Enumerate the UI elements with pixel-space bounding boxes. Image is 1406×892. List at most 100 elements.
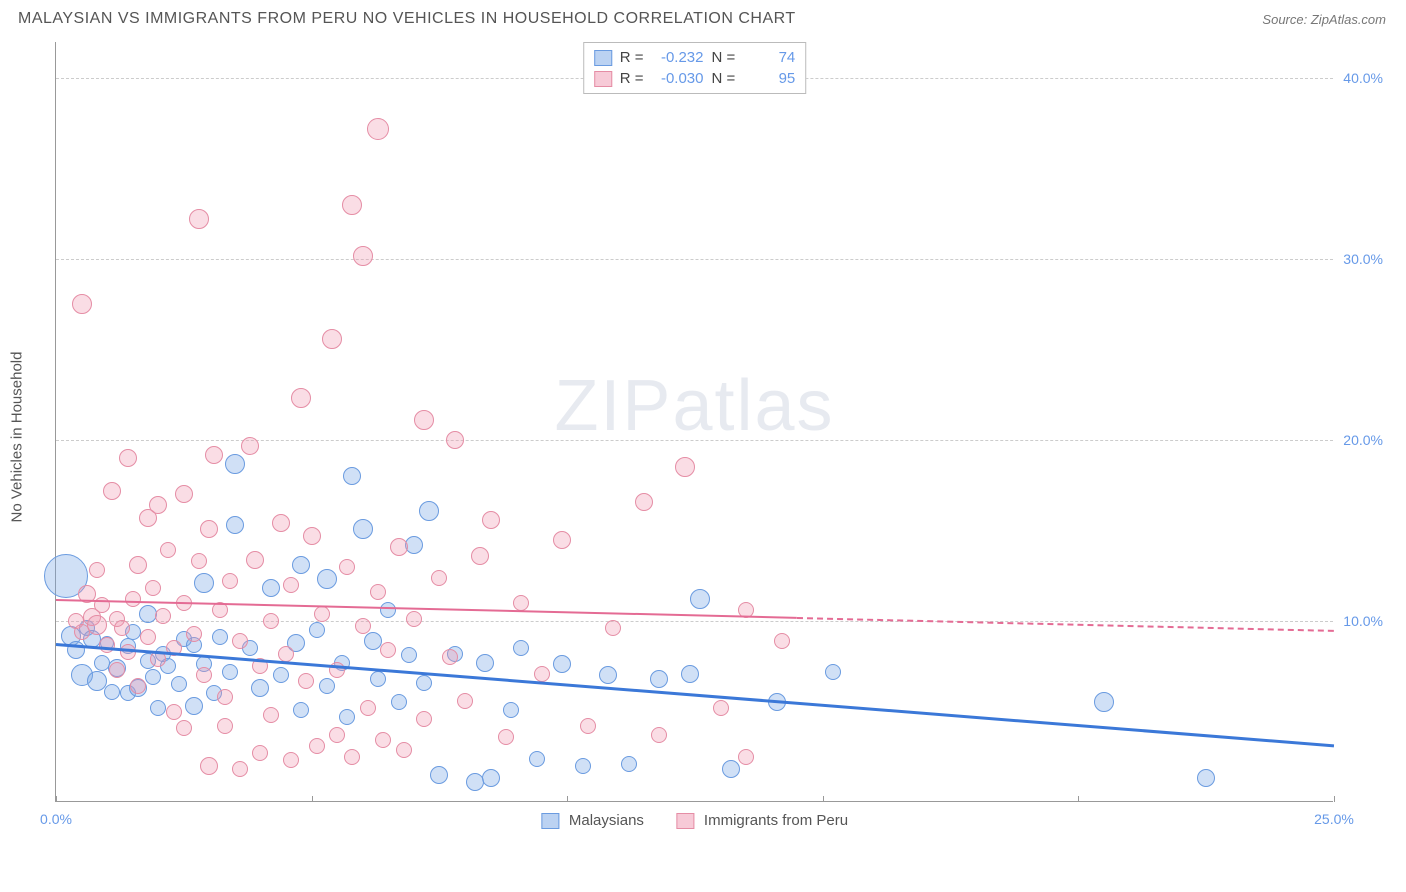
scatter-point <box>175 485 193 503</box>
swatch-malaysians-icon <box>541 813 559 829</box>
gridline-h <box>56 259 1333 260</box>
scatter-point <box>189 209 209 229</box>
scatter-point <box>149 496 167 514</box>
scatter-point <box>419 501 439 521</box>
scatter-point <box>414 410 434 430</box>
scatter-point <box>482 511 500 529</box>
scatter-point <box>309 622 325 638</box>
scatter-point <box>457 693 473 709</box>
scatter-point <box>319 678 335 694</box>
scatter-point <box>130 678 146 694</box>
scatter-point <box>375 732 391 748</box>
gridline-v <box>312 796 313 802</box>
scatter-point <box>396 742 412 758</box>
y-tick-label: 10.0% <box>1338 613 1383 629</box>
scatter-point <box>339 559 355 575</box>
scatter-point <box>150 700 166 716</box>
scatter-point <box>263 613 279 629</box>
watermark-right: atlas <box>672 366 834 446</box>
scatter-point <box>405 536 423 554</box>
legend-row-peru: R = -0.030 N = 95 <box>594 68 796 89</box>
scatter-point <box>225 454 245 474</box>
scatter-point <box>125 591 141 607</box>
scatter-point <box>605 620 621 636</box>
scatter-point <box>651 727 667 743</box>
x-tick-label: 0.0% <box>40 811 72 827</box>
scatter-point <box>446 431 464 449</box>
scatter-point <box>272 514 290 532</box>
scatter-point <box>273 667 289 683</box>
source: Source: ZipAtlas.com <box>1262 12 1386 27</box>
scatter-point <box>430 766 448 784</box>
chart-title: MALAYSIAN VS IMMIGRANTS FROM PERU NO VEH… <box>18 10 796 28</box>
scatter-point <box>104 684 120 700</box>
y-tick-label: 30.0% <box>1338 251 1383 267</box>
gridline-v <box>56 796 57 802</box>
scatter-point <box>252 745 268 761</box>
series-legend: Malaysians Immigrants from Peru <box>541 812 848 829</box>
n-label: N = <box>712 49 736 66</box>
x-tick-label: 25.0% <box>1314 811 1354 827</box>
scatter-point <box>339 709 355 725</box>
gridline-v <box>823 796 824 802</box>
r-label: R = <box>620 49 644 66</box>
source-label: Source: <box>1262 12 1307 27</box>
series-label-peru: Immigrants from Peru <box>704 812 848 829</box>
scatter-point <box>553 531 571 549</box>
scatter-point <box>87 615 107 635</box>
scatter-point <box>186 626 202 642</box>
scatter-point <box>217 689 233 705</box>
scatter-point <box>226 516 244 534</box>
scatter-point <box>262 579 280 597</box>
scatter-point <box>343 467 361 485</box>
gridline-h <box>56 621 1333 622</box>
r-value-malaysians: -0.232 <box>652 49 704 66</box>
scatter-point <box>145 580 161 596</box>
scatter-point <box>380 602 396 618</box>
scatter-point <box>309 738 325 754</box>
correlation-legend: R = -0.232 N = 74 R = -0.030 N = 95 <box>583 42 807 94</box>
scatter-point <box>471 547 489 565</box>
scatter-point <box>322 329 342 349</box>
scatter-point <box>513 640 529 656</box>
gridline-v <box>567 796 568 802</box>
scatter-point <box>109 662 125 678</box>
scatter-point <box>498 729 514 745</box>
scatter-point <box>599 666 617 684</box>
scatter-point <box>160 542 176 558</box>
scatter-point <box>390 538 408 556</box>
r-value-peru: -0.030 <box>652 70 704 87</box>
scatter-point <box>722 760 740 778</box>
scatter-point <box>367 118 389 140</box>
scatter-point <box>283 577 299 593</box>
scatter-point <box>353 246 373 266</box>
scatter-point <box>580 718 596 734</box>
scatter-point <box>119 449 137 467</box>
scatter-point <box>191 553 207 569</box>
scatter-point <box>364 632 382 650</box>
scatter-point <box>416 711 432 727</box>
scatter-point <box>298 673 314 689</box>
y-axis-label: No Vehicles in Household <box>9 352 26 523</box>
scatter-point <box>317 569 337 589</box>
scatter-point <box>283 752 299 768</box>
scatter-point <box>825 664 841 680</box>
scatter-point <box>129 556 147 574</box>
scatter-point <box>738 749 754 765</box>
scatter-point <box>681 665 699 683</box>
scatter-point <box>503 702 519 718</box>
scatter-point <box>291 388 311 408</box>
scatter-point <box>575 758 591 774</box>
scatter-point <box>196 667 212 683</box>
scatter-point <box>232 761 248 777</box>
scatter-point <box>278 646 294 662</box>
watermark: ZIPatlas <box>554 365 834 447</box>
scatter-point <box>353 519 373 539</box>
scatter-point <box>442 649 458 665</box>
scatter-point <box>194 573 214 593</box>
scatter-point <box>140 629 156 645</box>
scatter-point <box>553 655 571 673</box>
scatter-point <box>650 670 668 688</box>
scatter-point <box>314 606 330 622</box>
scatter-point <box>513 595 529 611</box>
